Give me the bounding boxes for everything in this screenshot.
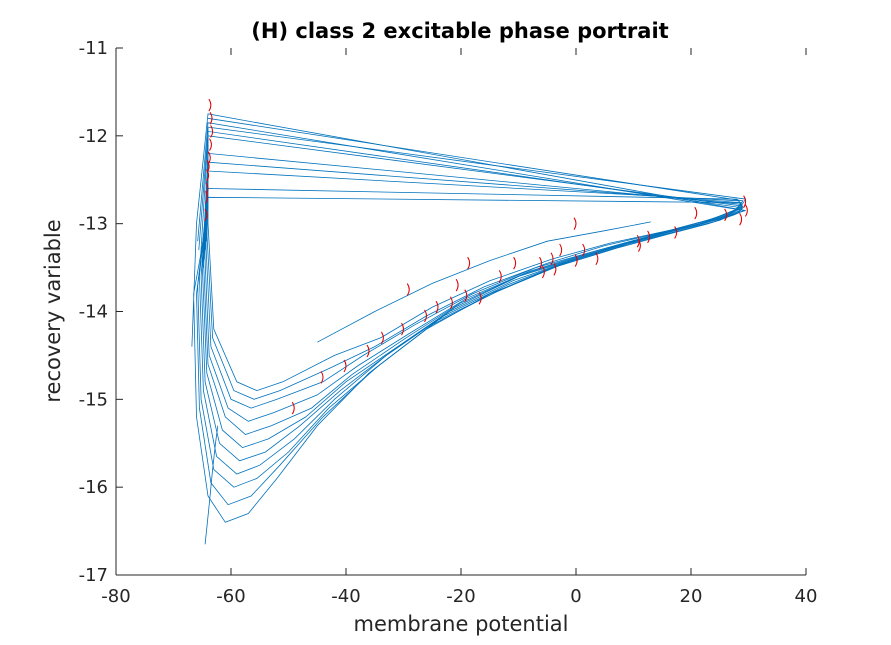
direction-arrow	[380, 331, 384, 345]
trajectory-line	[196, 122, 746, 506]
direction-arrow	[208, 98, 212, 112]
direction-arrow	[406, 283, 410, 296]
direction-arrow	[478, 292, 482, 305]
direction-arrow	[455, 278, 459, 292]
trajectory-line	[205, 144, 743, 409]
direction-arrow	[573, 217, 577, 230]
trajectory-line	[204, 425, 219, 545]
direction-arrow	[539, 256, 542, 270]
trajectory-line	[206, 117, 744, 400]
chart-title: (H) class 2 excitable phase portrait	[251, 19, 668, 43]
direction-arrow	[206, 169, 210, 182]
direction-arrow	[464, 289, 468, 302]
direction-arrow	[553, 263, 557, 276]
trajectory-layer	[191, 113, 747, 545]
direction-arrow	[694, 206, 698, 220]
direction-arrow	[674, 226, 678, 239]
y-tick-label: -14	[79, 302, 108, 323]
direction-arrow	[637, 239, 641, 252]
y-tick-label: -17	[79, 565, 108, 586]
direction-arrow	[559, 243, 563, 257]
y-ticks: -17 -16 -15 -14 -13 -12 -11	[79, 38, 123, 586]
x-ticks: -80 -60 -40 -20 0 20 40	[101, 48, 817, 607]
x-tick-label: -60	[216, 586, 245, 607]
direction-arrow	[205, 191, 208, 204]
direction-arrow	[320, 371, 324, 384]
direction-arrow	[366, 344, 370, 358]
trajectory-line	[204, 153, 743, 422]
x-tick-label: -80	[101, 586, 130, 607]
y-tick-label: -12	[79, 126, 108, 147]
trajectory-line	[202, 162, 743, 435]
direction-arrow	[574, 254, 578, 267]
x-tick-label: 40	[795, 586, 818, 607]
direction-arrow	[291, 401, 295, 415]
x-axis-label: membrane potential	[354, 612, 569, 636]
trajectory-line	[201, 161, 743, 449]
direction-arrow	[550, 252, 554, 266]
x-tick-label: 0	[570, 586, 581, 607]
trajectory-line	[207, 126, 747, 392]
direction-arrow	[401, 322, 404, 336]
direction-arrow	[424, 309, 427, 323]
direction-arrow	[724, 208, 728, 222]
y-tick-label: -11	[79, 38, 108, 59]
y-tick-label: -16	[79, 477, 108, 498]
y-tick-label: -15	[79, 389, 108, 410]
x-tick-label: -40	[331, 586, 360, 607]
y-tick-label: -13	[79, 214, 108, 235]
direction-arrow	[210, 125, 214, 138]
trajectory-line	[317, 221, 651, 343]
direction-arrow	[435, 300, 439, 314]
direction-arrow	[647, 230, 651, 244]
direction-arrow	[498, 270, 502, 283]
direction-arrow	[209, 138, 212, 151]
direction-arrow	[595, 252, 599, 266]
axes: -80 -60 -40 -20 0 20 40 -17 -16 -15 -14 -13 -12 -11	[79, 38, 818, 607]
arrow-layer	[204, 98, 748, 415]
direction-arrow	[204, 208, 208, 222]
direction-arrow	[449, 296, 453, 309]
plot-area	[191, 98, 748, 545]
direction-arrow	[744, 204, 748, 217]
direction-arrow	[582, 243, 586, 257]
direction-arrow	[209, 111, 213, 125]
x-tick-label: 20	[680, 586, 703, 607]
direction-arrow	[739, 212, 743, 226]
direction-arrow	[467, 256, 471, 270]
direction-arrow	[513, 256, 517, 270]
trajectory-line	[200, 152, 742, 462]
trajectory-line	[197, 130, 744, 488]
direction-arrow	[541, 265, 545, 279]
direction-arrow	[343, 359, 347, 373]
y-axis-label: recovery variable	[41, 219, 65, 402]
direction-arrow	[743, 195, 747, 208]
x-tick-label: -20	[446, 586, 475, 607]
